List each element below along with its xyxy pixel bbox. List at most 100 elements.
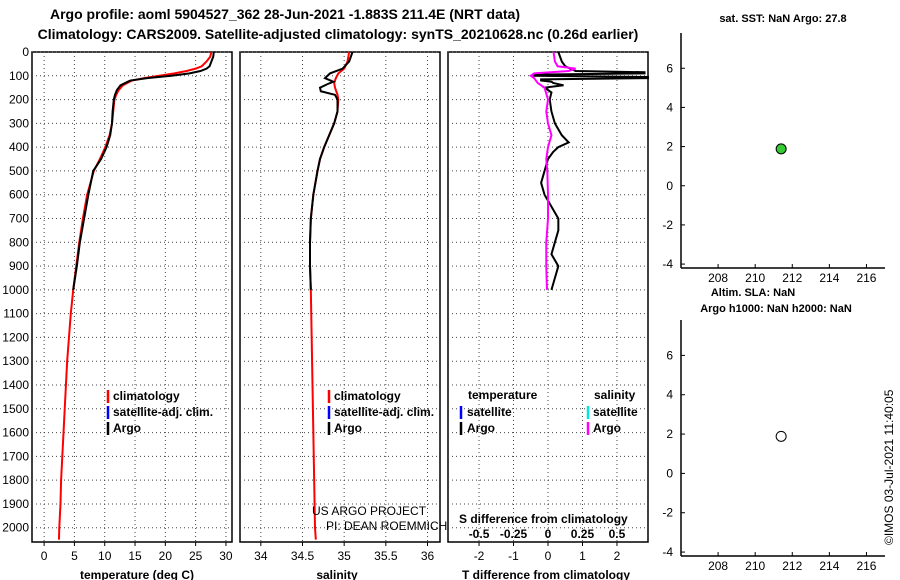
y-tick-label: 0 — [666, 179, 673, 193]
y-tick-label: 4 — [666, 100, 673, 114]
y-tick-label: 6 — [666, 61, 673, 75]
y-tick-label: 1700 — [2, 449, 29, 463]
x-tick-label: -1 — [508, 549, 519, 563]
x-tick-label: 0 — [41, 549, 48, 563]
y-tick-label: -2 — [662, 218, 673, 232]
difference-xlabel: T difference from climatology — [462, 568, 630, 580]
y-tick-label: 600 — [9, 188, 29, 202]
title-line-1: Argo profile: aoml 5904527_362 28-Jun-20… — [50, 6, 520, 22]
x-tick-label: 30 — [219, 549, 233, 563]
legend-header-salinity: salinity — [594, 388, 636, 402]
s-tick-label: 0 — [545, 527, 552, 541]
y-tick-label: 1900 — [2, 497, 29, 511]
x-tick-label: 34 — [254, 549, 268, 563]
y-tick-label: 1000 — [2, 283, 29, 297]
title-line-2: Climatology: CARS2009. Satellite-adjuste… — [38, 26, 639, 42]
salinity-frame — [239, 51, 441, 543]
y-tick-label: 2 — [666, 140, 673, 154]
y-tick-label: 2000 — [2, 521, 29, 535]
legend-label-t-satellite: satellite — [467, 405, 512, 419]
series-s-argo — [528, 51, 576, 290]
temperature-xlabel: temperature (deg C) — [80, 568, 194, 580]
series-climatology — [309, 51, 351, 540]
x-tick-label: 35 — [337, 549, 351, 563]
y-tick-label: 1500 — [2, 402, 29, 416]
timestamp: ©IMOS 03-Jul-2021 11:40:05 — [882, 389, 896, 545]
salinity-xlabel: salinity — [316, 568, 358, 580]
data-point — [775, 430, 787, 442]
x-tick-label: 36 — [421, 549, 435, 563]
y-tick-label: -4 — [662, 257, 673, 271]
legend-label-argo: Argo — [113, 421, 141, 435]
project-pi: PI: DEAN ROEMMICH — [326, 519, 447, 533]
y-tick-label: 900 — [9, 259, 29, 273]
x-tick-label: 216 — [856, 559, 876, 573]
x-tick-label: 210 — [745, 559, 765, 573]
sst-panel: sat. SST: NaN Argo: 27.8 208 210 212 214 216… — [662, 13, 885, 285]
x-tick-label: 216 — [856, 271, 876, 285]
y-tick-label: 0 — [22, 45, 29, 59]
legend-label-climatology: climatology — [334, 389, 401, 403]
x-tick-label: -2 — [474, 549, 485, 563]
y-tick-label: 800 — [9, 235, 29, 249]
series-argo — [72, 51, 215, 291]
x-tick-label: 5 — [71, 549, 78, 563]
legend-label-t-argo: Argo — [467, 421, 495, 435]
s-tick-label: 0.5 — [609, 527, 626, 541]
legend-label-satellite-clim: satellite-adj. clim. — [113, 405, 213, 419]
series-t-argo — [533, 51, 649, 291]
sla-title-2: Argo h1000: NaN h2000: NaN — [700, 303, 852, 315]
legend-label-climatology: climatology — [113, 389, 180, 403]
x-tick-label: 208 — [708, 271, 728, 285]
y-tick-label: 300 — [9, 116, 29, 130]
y-tick-label: 1400 — [2, 378, 29, 392]
salinity-legend: climatology satellite-adj. clim. Argo US… — [312, 389, 447, 533]
difference-legend: temperature salinity satellite Argo sate… — [459, 388, 638, 526]
y-tick-label: -4 — [662, 545, 673, 559]
series-climatology — [57, 51, 213, 540]
data-point — [775, 143, 787, 155]
x-tick-label: 0 — [545, 549, 552, 563]
series-argo — [309, 51, 354, 290]
x-tick-label: 214 — [819, 271, 839, 285]
s-tick-label: -0.25 — [500, 527, 528, 541]
legend-label-s-satellite: satellite — [593, 405, 638, 419]
sla-panel: Altim. SLA: NaN Argo h1000: NaN h2000: N… — [662, 287, 885, 573]
legend-label-s-argo: Argo — [593, 421, 621, 435]
sst-title: sat. SST: NaN Argo: 27.8 — [719, 13, 846, 25]
x-tick-label: 212 — [782, 559, 802, 573]
temperature-legend: climatology satellite-adj. clim. Argo — [106, 389, 213, 435]
y-tick-label: 700 — [9, 212, 29, 226]
y-tick-label: 500 — [9, 164, 29, 178]
x-tick-label: 1 — [579, 549, 586, 563]
legend-label-satellite-clim: satellite-adj. clim. — [334, 405, 434, 419]
x-tick-label: 35.5 — [374, 549, 398, 563]
s-tick-label: -0.5 — [469, 527, 490, 541]
y-tick-label: 1800 — [2, 473, 29, 487]
s-difference-title: S difference from climatology — [459, 512, 628, 526]
x-tick-label: 15 — [128, 549, 142, 563]
y-tick-label: 6 — [666, 348, 673, 362]
y-tick-label: 1100 — [3, 307, 29, 321]
sla-title: Altim. SLA: NaN — [711, 287, 795, 299]
y-tick-label: 400 — [9, 140, 29, 154]
x-tick-label: 208 — [708, 559, 728, 573]
y-tick-label: 100 — [9, 69, 29, 83]
salinity-panel: 34 34.5 35 35.5 36 salinity — [239, 51, 441, 580]
x-tick-label: 212 — [782, 271, 802, 285]
x-tick-label: 20 — [159, 549, 173, 563]
legend-header-temperature: temperature — [468, 388, 538, 402]
difference-panel: -2 -1 0 1 2 -0.5 -0.25 0 0.25 0.5 T difference fr… — [447, 51, 649, 580]
y-tick-label: 0 — [666, 466, 673, 480]
x-tick-label: 10 — [98, 549, 112, 563]
x-tick-label: 25 — [189, 549, 203, 563]
y-tick-label: -2 — [662, 506, 673, 520]
y-tick-label: 2 — [666, 427, 673, 441]
y-tick-label: 4 — [666, 388, 673, 402]
x-tick-label: 210 — [745, 271, 765, 285]
y-tick-label: 1300 — [2, 354, 29, 368]
temperature-panel: 0 5 10 15 20 25 300100200300400500600700800900… — [2, 45, 233, 580]
x-tick-label: 214 — [819, 559, 839, 573]
x-tick-label: 2 — [614, 549, 621, 563]
